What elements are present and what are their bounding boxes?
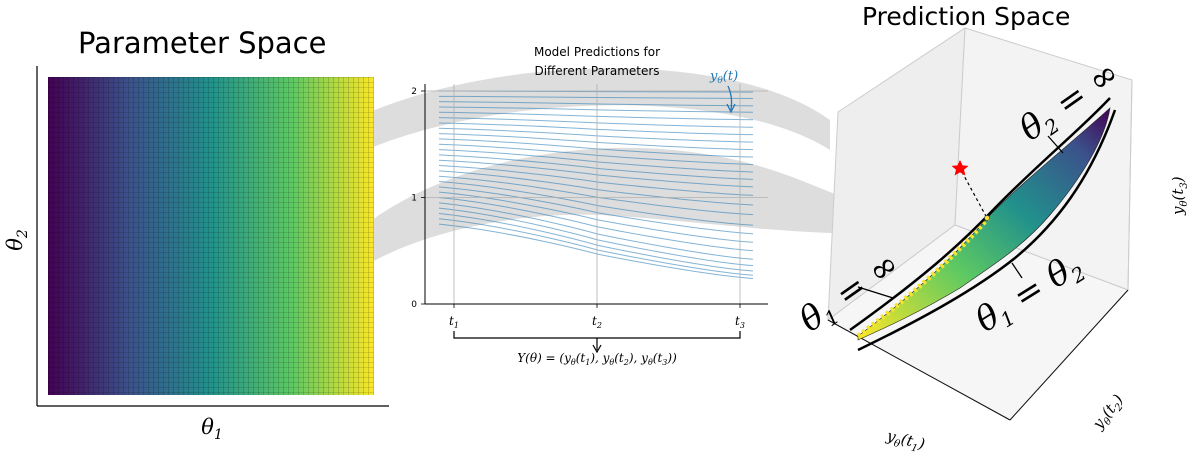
axis-label-t2: yθ(t2) [1088, 391, 1129, 435]
axis-label-t3: yθ(t3) [1169, 176, 1190, 216]
model-predictions-title-line2: Different Parameters [534, 64, 659, 78]
projection-band-upper [300, 68, 830, 175]
chart-y-tick-label: 0 [411, 300, 417, 310]
parameter-xlabel: θ1 [201, 415, 223, 443]
chart-y-tick-label: 1 [411, 194, 417, 204]
prediction-space-panel: θ2 = ∞ θ1 = ∞ θ1 = θ2 yθ(t1) yθ(t2) yθ(t… [792, 27, 1190, 456]
leader-theta1-inf [857, 286, 894, 299]
chart-x-tick-label: t1 [449, 314, 459, 330]
prediction-curve [438, 223, 754, 279]
svg-text:yθ(t2): yθ(t2) [1088, 391, 1129, 435]
axis-label-t1: yθ(t1) [883, 426, 927, 456]
model-predictions-title-line1: Model Predictions for [534, 45, 660, 59]
chart-y-tick-label: 2 [411, 87, 417, 97]
parameter-space-title: Parameter Space [78, 26, 327, 60]
prediction-curve [438, 122, 754, 136]
prediction-curve [438, 218, 754, 276]
manifold-yellow-edge [856, 216, 990, 339]
parameter-space-panel: θ1 θ2 [3, 66, 389, 443]
curve-label: yθ(t) [709, 69, 738, 86]
model-predictions-panel: Model Predictions for Different Paramete… [411, 45, 768, 367]
svg-text:yθ(t3): yθ(t3) [1169, 176, 1190, 216]
chart-y-ticks: 0 1 2 [411, 87, 425, 310]
theta1-inf-boundary [849, 97, 1111, 332]
projected-point [984, 215, 990, 221]
box-edge-right-vertical [1127, 79, 1133, 291]
mapping-label: Y(θ) = (yθ(t1), yθ(t2), yθ(t3)) [517, 351, 677, 367]
data-point-star-icon [951, 160, 969, 176]
mapping-arrowhead [592, 344, 602, 354]
mapping-bracket [453, 331, 741, 339]
star-projection-line [961, 171, 988, 219]
prediction-space-title: Prediction Space [862, 2, 1071, 31]
parameter-grid-lines [48, 77, 374, 395]
chart-grid [425, 84, 768, 304]
chart-x-tick-label: t2 [592, 314, 602, 330]
theta1-eq-theta2-boundary [857, 109, 1117, 352]
leader-theta1-eq-theta2 [1011, 262, 1023, 279]
parameter-ylabel: θ2 [3, 229, 31, 251]
chart-x-tick-label: t3 [735, 314, 745, 330]
chart-x-ticks: t1 t2 t3 [449, 304, 745, 330]
curve-label-arrow [727, 85, 733, 111]
svg-text:yθ(t1): yθ(t1) [883, 426, 927, 456]
curve-label-arrowhead [726, 103, 736, 114]
box-edge-bottom-right [1009, 289, 1129, 421]
leader-theta2-inf [1047, 135, 1064, 154]
